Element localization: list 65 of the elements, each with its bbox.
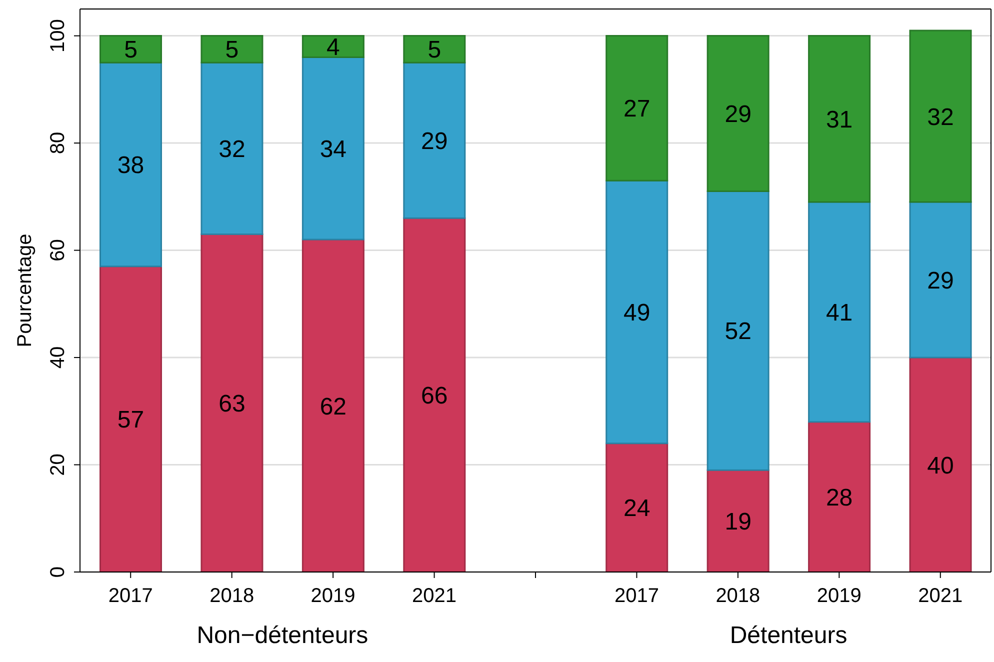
- bar: [706, 190, 770, 471]
- data-label: 28: [826, 484, 853, 512]
- bar: [706, 35, 770, 192]
- data-label: 38: [117, 152, 144, 180]
- data-label: 19: [724, 508, 752, 536]
- y-tick-label: 0: [47, 566, 69, 578]
- bar: [909, 356, 972, 572]
- bar: [606, 180, 668, 444]
- y-tick-label: 40: [47, 346, 69, 369]
- data-label: 40: [927, 452, 954, 480]
- x-tick-label: 2018: [210, 585, 254, 608]
- data-label: 32: [927, 104, 954, 131]
- bar: [200, 233, 264, 572]
- data-label: 5: [428, 36, 442, 64]
- y-tick-label: 100: [47, 19, 69, 52]
- bar: [403, 62, 466, 219]
- data-label: 29: [724, 101, 752, 128]
- y-axis-title: Pourcentage: [14, 234, 36, 348]
- data-label: 31: [826, 106, 853, 134]
- data-label: 49: [624, 299, 650, 326]
- data-label: 29: [421, 128, 448, 155]
- bar: [808, 35, 871, 203]
- data-label: 52: [724, 318, 752, 346]
- data-label: 41: [826, 299, 853, 326]
- data-label: 5: [225, 36, 239, 64]
- bar: [302, 238, 364, 572]
- bar: [99, 62, 162, 268]
- bar: [200, 62, 264, 235]
- bar: [200, 35, 264, 64]
- bar: [606, 442, 668, 572]
- bar: [706, 469, 770, 572]
- bar: [403, 217, 466, 572]
- data-label: 66: [421, 382, 448, 410]
- bar: [909, 30, 972, 203]
- data-label: 5: [124, 36, 138, 64]
- text: Non−détenteurs: [196, 622, 370, 650]
- bar: [99, 35, 162, 64]
- data-label: 27: [624, 96, 650, 123]
- x-tick-label: 2021: [918, 585, 963, 608]
- x-tick-label: 2017: [108, 585, 153, 608]
- x-tick-label: 2018: [716, 585, 760, 608]
- bar: [808, 201, 871, 423]
- y-tick-label: 80: [47, 132, 69, 154]
- data-label: 34: [320, 136, 347, 163]
- x-tick-label: 2019: [310, 585, 356, 608]
- bar: [606, 35, 668, 182]
- x-tick-label: 2019: [816, 585, 862, 608]
- y-tick-label: 60: [47, 239, 69, 262]
- data-label: 57: [117, 406, 144, 434]
- y-tick-label: 20: [47, 454, 69, 476]
- x-tick-label: 2021: [412, 585, 457, 608]
- x-tick-label: 2017: [614, 585, 659, 608]
- bar: [302, 56, 364, 240]
- data-label: 24: [624, 495, 650, 522]
- data-label: 32: [218, 136, 246, 163]
- data-label: 62: [320, 393, 347, 420]
- bar: [99, 266, 162, 572]
- bar: [808, 421, 871, 572]
- bar: [302, 35, 364, 58]
- data-label: 63: [218, 390, 246, 418]
- bar: [909, 201, 972, 358]
- data-label: 29: [927, 267, 954, 294]
- bar: [403, 35, 466, 64]
- text: Détenteurs: [728, 622, 848, 650]
- data-label: 4: [326, 34, 340, 62]
